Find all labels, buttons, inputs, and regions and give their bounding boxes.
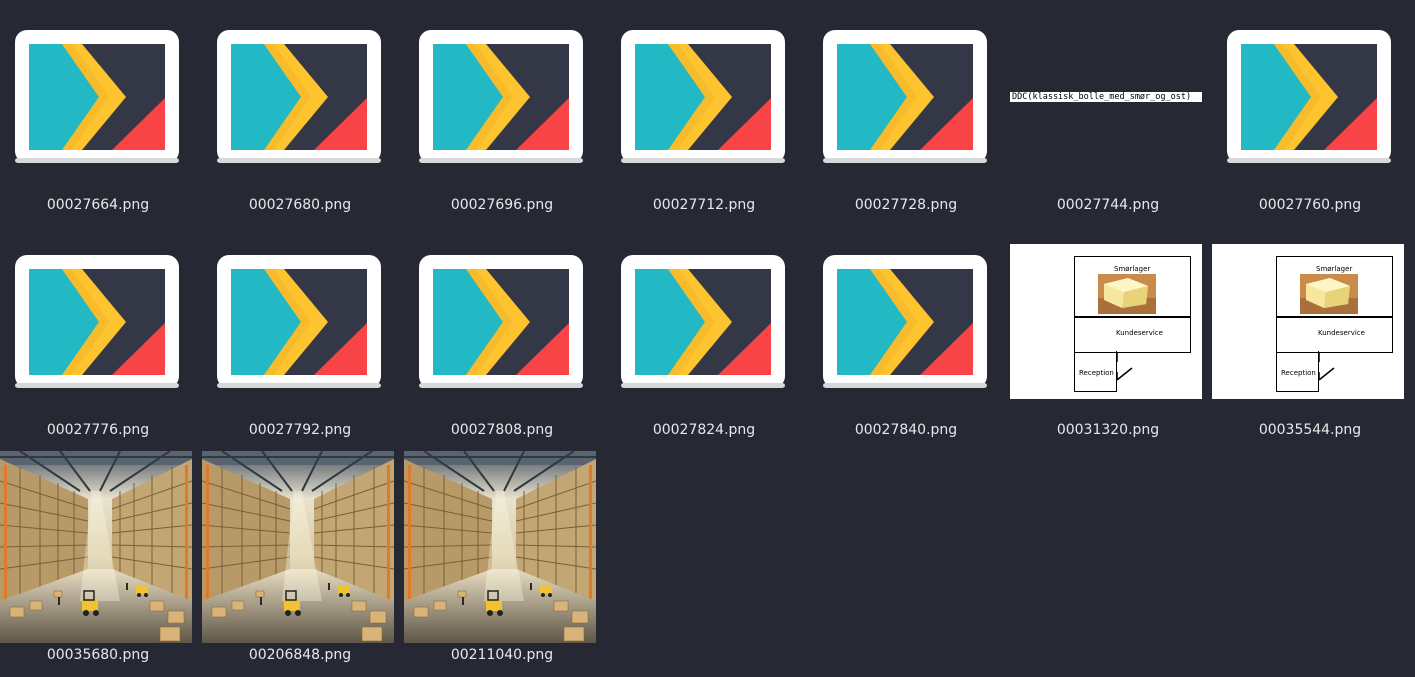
room-top — [1276, 256, 1393, 318]
file-item[interactable]: 00027776.png — [0, 225, 196, 440]
door-icon — [1116, 352, 1133, 381]
file-item[interactable]: 00027728.png — [808, 0, 1004, 215]
file-name: 00027776.png — [46, 422, 150, 438]
file-thumbnail[interactable] — [808, 0, 1004, 176]
file-name: 00027680.png — [248, 197, 352, 213]
room-middle — [1276, 316, 1393, 353]
app-icon-thumbnail — [418, 254, 584, 389]
butter-image — [1300, 274, 1358, 314]
file-thumbnail[interactable] — [0, 0, 196, 176]
floorplan-thumbnail: Smørlager Kundeservice Reception — [1212, 244, 1404, 399]
file-thumbnail[interactable] — [202, 0, 398, 176]
butter-image — [1098, 274, 1156, 314]
file-item[interactable]: Smørlager Kundeservice Reception 0003132… — [1010, 225, 1206, 440]
file-item[interactable]: 00027712.png — [606, 0, 802, 215]
warehouse-thumbnail — [202, 451, 394, 643]
app-icon-thumbnail — [216, 29, 382, 164]
file-thumbnail[interactable] — [404, 0, 600, 176]
door-icon — [1318, 352, 1335, 381]
floorplan-thumbnail: Smørlager Kundeservice Reception — [1010, 244, 1202, 399]
room-bottom-label: Reception — [1079, 369, 1114, 377]
file-name: 00027808.png — [450, 422, 554, 438]
file-item[interactable]: 00211040.png — [404, 450, 600, 665]
file-name: 00027744.png — [1056, 197, 1160, 213]
app-icon-thumbnail — [14, 29, 180, 164]
file-name: 00027840.png — [854, 422, 958, 438]
file-thumbnail[interactable] — [1212, 0, 1408, 176]
file-thumbnail[interactable] — [404, 225, 600, 401]
file-thumbnail[interactable] — [202, 451, 398, 643]
file-item[interactable]: 00035680.png — [0, 450, 196, 665]
file-thumbnail[interactable] — [0, 225, 196, 401]
file-name: 00031320.png — [1056, 422, 1160, 438]
file-name: 00027664.png — [46, 197, 150, 213]
file-name: 00206848.png — [248, 647, 352, 663]
file-name: 00027696.png — [450, 197, 554, 213]
room-middle-label: Kundeservice — [1318, 329, 1365, 337]
file-name: 00211040.png — [450, 647, 554, 663]
file-name: 00035680.png — [46, 647, 150, 663]
file-thumbnail[interactable]: Smørlager Kundeservice Reception — [1010, 225, 1206, 401]
app-icon-thumbnail — [418, 29, 584, 164]
app-icon-thumbnail — [14, 254, 180, 389]
room-top-label: Smørlager — [1114, 265, 1151, 273]
app-icon-thumbnail — [216, 254, 382, 389]
file-name: 00027824.png — [652, 422, 756, 438]
file-item[interactable]: 00027840.png — [808, 225, 1004, 440]
file-thumbnail[interactable] — [606, 0, 802, 176]
file-item[interactable]: Smørlager Kundeservice Reception 0003554… — [1212, 225, 1408, 440]
file-item[interactable]: 00027664.png — [0, 0, 196, 215]
room-middle — [1074, 316, 1191, 353]
room-bottom-label: Reception — [1281, 369, 1316, 377]
file-name: 00027792.png — [248, 422, 352, 438]
file-thumbnail[interactable] — [808, 225, 1004, 401]
app-icon-thumbnail — [1226, 29, 1392, 164]
app-icon-thumbnail — [822, 29, 988, 164]
file-item[interactable]: DDC(klassisk_bolle_med_smør_og_ost) 00027… — [1010, 0, 1206, 215]
room-bottom — [1276, 351, 1319, 392]
warehouse-thumbnail — [0, 451, 192, 643]
file-name: 00027712.png — [652, 197, 756, 213]
file-thumbnail[interactable] — [404, 451, 600, 643]
file-thumbnail[interactable]: Smørlager Kundeservice Reception — [1212, 225, 1408, 401]
app-icon-thumbnail — [822, 254, 988, 389]
file-item[interactable]: 00027792.png — [202, 225, 398, 440]
file-item[interactable]: 00027680.png — [202, 0, 398, 215]
app-icon-thumbnail — [620, 254, 786, 389]
file-thumbnail[interactable] — [0, 451, 196, 643]
file-item[interactable]: 00027824.png — [606, 225, 802, 440]
file-name: 00027728.png — [854, 197, 958, 213]
text-strip-thumbnail: DDC(klassisk_bolle_med_smør_og_ost) — [1010, 92, 1202, 102]
file-name: 00027760.png — [1258, 197, 1362, 213]
app-icon-thumbnail — [620, 29, 786, 164]
warehouse-thumbnail — [404, 451, 596, 643]
room-top-label: Smørlager — [1316, 265, 1353, 273]
room-middle-label: Kundeservice — [1116, 329, 1163, 337]
file-thumbnail[interactable] — [202, 225, 398, 401]
file-name: 00035544.png — [1258, 422, 1362, 438]
file-thumbnail[interactable]: DDC(klassisk_bolle_med_smør_og_ost) — [1010, 0, 1206, 176]
file-item[interactable]: 00027808.png — [404, 225, 600, 440]
file-item[interactable]: 00027760.png — [1212, 0, 1408, 215]
room-top — [1074, 256, 1191, 318]
room-bottom — [1074, 351, 1117, 392]
file-item[interactable]: 00027696.png — [404, 0, 600, 215]
file-item[interactable]: 00206848.png — [202, 450, 398, 665]
file-thumbnail[interactable] — [606, 225, 802, 401]
